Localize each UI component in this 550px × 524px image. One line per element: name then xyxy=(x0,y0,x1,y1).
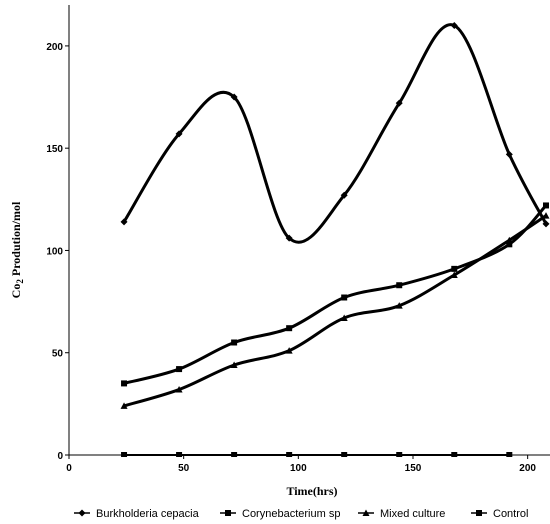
series-0 xyxy=(120,21,550,244)
legend-item: Burkholderia cepacia xyxy=(74,508,200,520)
series-line xyxy=(122,23,548,244)
data-point xyxy=(542,220,550,228)
data-point xyxy=(542,212,550,219)
series-1 xyxy=(121,202,549,387)
data-point xyxy=(175,386,183,393)
x-tick-label: 50 xyxy=(178,463,190,474)
legend-label: Mixed culture xyxy=(380,508,445,520)
legend: Burkholderia cepacia Corynebacterium sp Mi… xyxy=(74,508,528,520)
y-tick-label: 0 xyxy=(57,451,63,462)
legend-marker xyxy=(362,509,370,516)
legend-marker xyxy=(476,510,482,516)
data-point xyxy=(450,271,458,278)
data-point xyxy=(285,347,293,354)
data-point xyxy=(396,282,403,289)
data-point xyxy=(120,402,128,409)
y-tick-label: 200 xyxy=(46,42,63,53)
data-point xyxy=(341,452,348,457)
data-point xyxy=(396,452,403,457)
x-tick-label: 200 xyxy=(519,463,536,474)
data-point xyxy=(395,302,403,309)
data-point xyxy=(120,218,128,226)
data-point xyxy=(395,99,403,107)
data-point xyxy=(341,294,348,301)
legend-marker xyxy=(225,510,231,516)
data-point xyxy=(340,191,348,199)
legend-label: Control xyxy=(493,508,528,520)
axes: 0 50 100 150 200 0 50 100 150 200 xyxy=(46,5,550,474)
x-tick-label: 0 xyxy=(66,463,72,474)
legend-label: Corynebacterium sp xyxy=(242,508,340,520)
data-point xyxy=(285,234,293,242)
legend-item: Corynebacterium sp xyxy=(220,508,340,520)
legend-label: Burkholderia cepacia xyxy=(96,508,200,520)
data-point xyxy=(230,361,238,368)
series-layer xyxy=(120,21,550,457)
data-point xyxy=(543,202,549,209)
legend-marker xyxy=(78,509,86,517)
legend-item: Mixed culture xyxy=(358,508,445,520)
x-axis-title: Time(hrs) xyxy=(286,484,337,498)
data-point xyxy=(505,236,513,244)
data-point xyxy=(451,265,458,272)
series-2 xyxy=(120,212,550,409)
data-point xyxy=(506,452,513,457)
data-point xyxy=(176,452,183,457)
data-point xyxy=(286,325,293,332)
data-point xyxy=(231,452,238,457)
x-tick-label: 150 xyxy=(405,463,422,474)
y-tick-label: 50 xyxy=(52,349,64,360)
data-point xyxy=(230,93,238,101)
data-point xyxy=(505,150,513,158)
y-tick-label: 100 xyxy=(46,246,63,257)
data-point xyxy=(506,241,513,248)
legend-item: Control xyxy=(471,508,528,520)
series-3 xyxy=(121,452,513,457)
data-point xyxy=(451,452,458,457)
series-line xyxy=(123,204,548,385)
data-point xyxy=(176,366,183,373)
data-point xyxy=(450,21,458,29)
data-point xyxy=(121,380,128,387)
data-point xyxy=(340,314,348,321)
data-point xyxy=(175,130,183,138)
data-point xyxy=(231,339,238,346)
x-tick-label: 100 xyxy=(290,463,307,474)
data-point xyxy=(286,452,293,457)
y-axis-title: Co2 Prodution/mol xyxy=(9,201,25,298)
data-point xyxy=(121,452,128,457)
y-tick-label: 150 xyxy=(46,144,63,155)
series-line xyxy=(123,214,547,408)
